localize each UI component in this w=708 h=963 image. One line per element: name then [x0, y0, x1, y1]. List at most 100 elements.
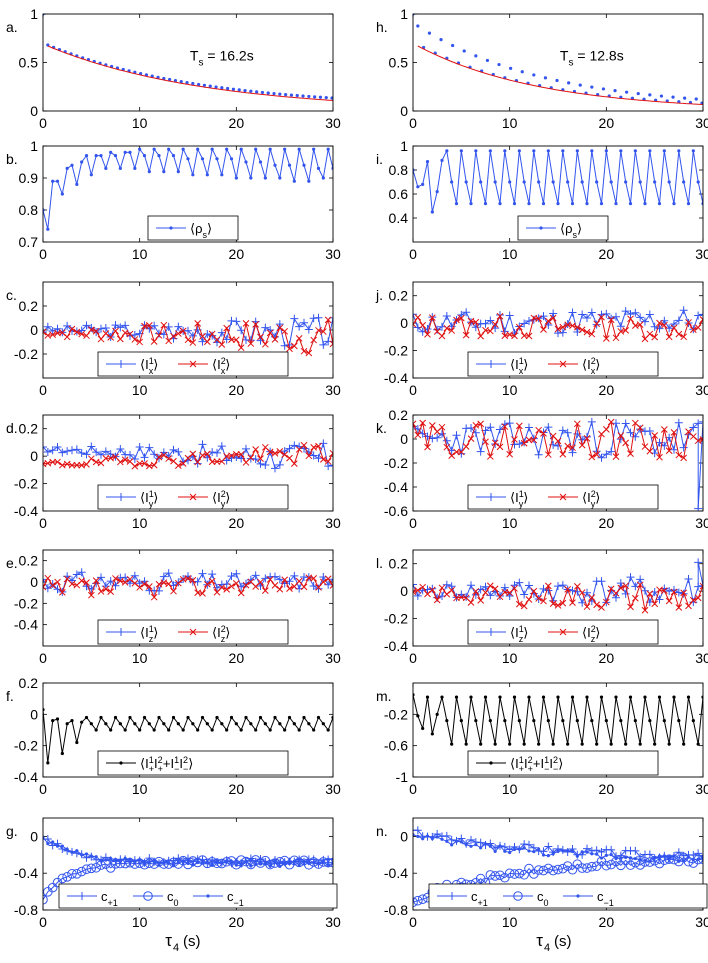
y-tick-label: 0.7	[19, 234, 39, 250]
data-point	[200, 861, 205, 865]
data-point	[674, 588, 683, 597]
x-tick-label: 30	[325, 115, 341, 131]
data-point	[442, 436, 451, 445]
data-point	[590, 719, 594, 723]
data-point	[578, 441, 586, 449]
data-point	[638, 180, 642, 184]
data-point	[554, 441, 562, 450]
data-point	[559, 450, 567, 458]
data-point	[167, 728, 171, 732]
data-point	[283, 861, 287, 866]
data-point	[578, 83, 582, 87]
data-point	[329, 582, 333, 589]
data-point	[222, 335, 231, 344]
data-point	[508, 742, 512, 746]
data-point	[300, 347, 308, 355]
data-point	[577, 863, 587, 873]
legend-label: ⟨I1 z⟩	[140, 624, 158, 644]
panel-j: 0 10 20 30 -0.4 -0.2 0 0.2 j. ⟨I1 x⟩ ⟨I2 x⟩	[375, 281, 708, 398]
data-point	[309, 451, 318, 460]
data-point	[578, 310, 587, 319]
data-point	[570, 849, 575, 853]
x-tick-label: 0	[409, 515, 417, 531]
series-group	[43, 708, 333, 765]
data-point	[699, 310, 703, 319]
y-tick-label: 0.2	[389, 556, 409, 572]
data-point	[556, 849, 560, 853]
y-tick-label: -0.4	[384, 370, 408, 386]
y-tick-label: 0.8	[19, 202, 39, 218]
data-point	[445, 719, 449, 723]
y-tick-label: 0.2	[19, 421, 39, 437]
data-point	[686, 695, 691, 699]
data-point	[82, 450, 91, 459]
data-point	[517, 847, 521, 851]
data-point	[174, 578, 183, 587]
data-point	[607, 447, 616, 456]
x-tick-label: 10	[502, 781, 518, 797]
data-point	[147, 859, 151, 864]
x-tick-label: 10	[132, 781, 148, 797]
data-point	[631, 594, 639, 602]
data-point	[498, 695, 502, 699]
data-point	[155, 329, 163, 338]
data-point	[263, 722, 267, 726]
x-tick-label: 0	[39, 382, 47, 398]
data-point	[82, 321, 91, 330]
data-point	[309, 582, 318, 591]
data-point	[150, 321, 159, 330]
data-point	[126, 331, 134, 340]
data-point	[474, 719, 478, 723]
data-point	[527, 849, 531, 853]
data-point	[544, 451, 552, 458]
data-point	[570, 202, 575, 206]
data-point	[289, 855, 300, 866]
data-point	[511, 332, 518, 340]
data-point	[453, 316, 460, 324]
data-point	[483, 842, 488, 846]
panel-label: l.	[376, 555, 383, 571]
y-tick-label: -0.2	[14, 595, 38, 611]
data-point	[424, 590, 431, 598]
data-point	[275, 575, 284, 584]
data-point	[234, 863, 238, 867]
data-point	[220, 173, 224, 177]
data-point	[438, 322, 446, 331]
data-point	[305, 349, 313, 357]
data-point	[585, 850, 589, 854]
data-point	[607, 418, 615, 426]
data-point	[302, 163, 306, 167]
data-point	[624, 742, 628, 746]
data-point	[645, 427, 654, 435]
data-point	[520, 70, 524, 74]
data-point	[416, 714, 420, 718]
data-point	[490, 871, 500, 881]
legend-label: ⟨I1 y⟩	[510, 489, 528, 509]
data-point	[597, 453, 606, 462]
data-point	[457, 314, 465, 322]
data-point	[553, 864, 563, 875]
data-point	[118, 859, 122, 863]
data-point	[205, 173, 209, 177]
data-point	[237, 589, 245, 597]
data-point	[578, 589, 586, 596]
data-point	[313, 859, 324, 869]
data-point	[326, 863, 330, 867]
data-point	[624, 180, 628, 184]
legend: ⟨I1 +I2 ++I1 −I2 −⟩	[467, 750, 659, 776]
data-point	[176, 860, 180, 865]
data-point	[126, 330, 134, 338]
data-point	[116, 577, 124, 585]
panel-n: 0 10 20 30 -0.8 -0.4 0 n. c+1 c0 c−1	[376, 817, 708, 930]
data-point	[107, 334, 115, 341]
data-point	[141, 460, 148, 467]
x-tick-label: 10	[502, 115, 518, 131]
data-point	[191, 722, 195, 726]
legend: ⟨I1 z⟩ ⟨I2 z⟩	[97, 619, 289, 645]
data-point	[328, 857, 333, 868]
data-point	[329, 340, 333, 348]
data-point	[469, 844, 473, 848]
data-point	[189, 576, 197, 584]
data-point	[483, 202, 488, 206]
data-point	[670, 588, 678, 596]
